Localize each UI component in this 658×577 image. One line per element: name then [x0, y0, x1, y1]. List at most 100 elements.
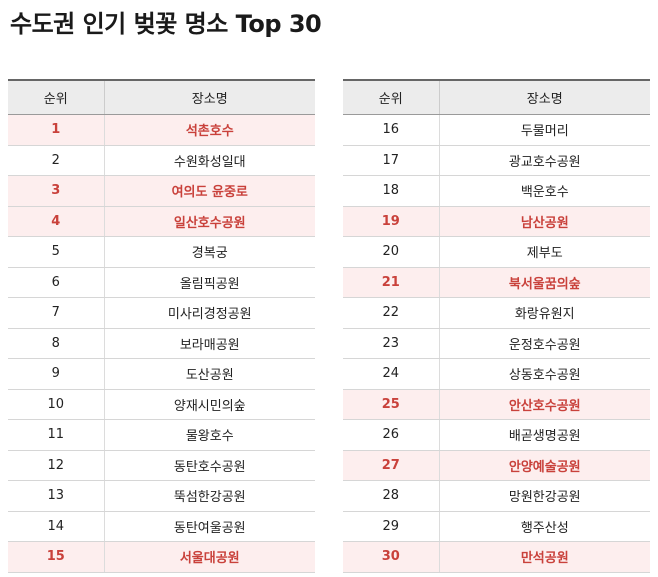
rank-cell: 7	[8, 297, 105, 329]
rank-cell: 22	[343, 297, 440, 329]
page-title: 수도권 인기 벚꽃 명소 Top 30	[10, 10, 322, 38]
table-row: 29 행주산성	[343, 511, 650, 542]
place-name-cell: 동탄호수공원	[104, 450, 315, 481]
rank-column-header: 순위	[8, 79, 105, 115]
table-row: 15 서울대공원	[8, 541, 315, 573]
place-name-cell: 미사리경정공원	[104, 297, 315, 329]
place-name-cell: 북서울꿈의숲	[439, 267, 650, 298]
table-header-row: 순위 장소명	[8, 79, 315, 115]
table-row: 2 수원화성일대	[8, 145, 315, 176]
table-row: 30 만석공원	[343, 541, 650, 573]
ranking-rows-right: 16 두물머리 17 광교호수공원 18 백운호수 19 남산공원 20 제부도 21 북서울꿈의숲 2…	[343, 114, 650, 573]
place-name-cell: 양재시민의숲	[104, 389, 315, 420]
rank-cell: 23	[343, 328, 440, 359]
place-name-cell: 만석공원	[439, 541, 650, 573]
table-row: 20 제부도	[343, 236, 650, 268]
rank-cell: 1	[8, 114, 105, 146]
place-name-cell: 광교호수공원	[439, 145, 650, 176]
table-row: 22 화랑유원지	[343, 297, 650, 329]
place-name-cell: 뚝섬한강공원	[104, 480, 315, 512]
place-name-cell: 망원한강공원	[439, 480, 650, 512]
rank-cell: 17	[343, 145, 440, 176]
place-name-cell: 수원화성일대	[104, 145, 315, 176]
place-name-cell: 여의도 윤중로	[104, 175, 315, 207]
rank-cell: 29	[343, 511, 440, 542]
table-row: 7 미사리경정공원	[8, 297, 315, 329]
place-name-cell: 안산호수공원	[439, 389, 650, 420]
place-name-cell: 두물머리	[439, 114, 650, 146]
table-row: 17 광교호수공원	[343, 145, 650, 176]
rank-cell: 9	[8, 358, 105, 390]
place-name-cell: 서울대공원	[104, 541, 315, 573]
rank-cell: 16	[343, 114, 440, 146]
rank-cell: 20	[343, 236, 440, 268]
table-row: 3 여의도 윤중로	[8, 175, 315, 207]
name-column-header: 장소명	[104, 79, 315, 115]
rank-cell: 30	[343, 541, 440, 573]
rank-cell: 3	[8, 175, 105, 207]
table-header-row: 순위 장소명	[343, 79, 650, 115]
table-row: 14 동탄여울공원	[8, 511, 315, 542]
rank-cell: 19	[343, 206, 440, 237]
table-row: 18 백운호수	[343, 175, 650, 207]
rank-cell: 2	[8, 145, 105, 176]
rank-cell: 6	[8, 267, 105, 298]
place-name-cell: 안양예술공원	[439, 450, 650, 481]
place-name-cell: 행주산성	[439, 511, 650, 542]
rank-cell: 26	[343, 419, 440, 451]
place-name-cell: 백운호수	[439, 175, 650, 207]
place-name-cell: 남산공원	[439, 206, 650, 237]
table-row: 9 도산공원	[8, 358, 315, 390]
ranking-table-right: 순위 장소명 16 두물머리 17 광교호수공원 18 백운호수 19 남산공원 20 제부도 21…	[343, 79, 650, 573]
table-row: 19 남산공원	[343, 206, 650, 237]
rank-cell: 27	[343, 450, 440, 481]
place-name-cell: 운정호수공원	[439, 328, 650, 359]
rank-cell: 4	[8, 206, 105, 237]
rank-cell: 25	[343, 389, 440, 420]
rank-cell: 8	[8, 328, 105, 359]
place-name-cell: 올림픽공원	[104, 267, 315, 298]
name-column-header: 장소명	[439, 79, 650, 115]
table-row: 13 뚝섬한강공원	[8, 480, 315, 512]
rank-column-header: 순위	[343, 79, 440, 115]
ranking-table-left: 순위 장소명 1 석촌호수 2 수원화성일대 3 여의도 윤중로 4 일산호수공원 5 경복궁 6 올…	[8, 79, 315, 573]
table-row: 1 석촌호수	[8, 114, 315, 146]
rank-cell: 28	[343, 480, 440, 512]
rank-cell: 24	[343, 358, 440, 390]
table-row: 16 두물머리	[343, 114, 650, 146]
place-name-cell: 보라매공원	[104, 328, 315, 359]
place-name-cell: 경복궁	[104, 236, 315, 268]
table-row: 6 올림픽공원	[8, 267, 315, 298]
place-name-cell: 제부도	[439, 236, 650, 268]
table-row: 27 안양예술공원	[343, 450, 650, 481]
place-name-cell: 일산호수공원	[104, 206, 315, 237]
table-row: 26 배곧생명공원	[343, 419, 650, 451]
table-row: 25 안산호수공원	[343, 389, 650, 420]
place-name-cell: 배곧생명공원	[439, 419, 650, 451]
table-row: 4 일산호수공원	[8, 206, 315, 237]
table-row: 5 경복궁	[8, 236, 315, 268]
ranking-rows-left: 1 석촌호수 2 수원화성일대 3 여의도 윤중로 4 일산호수공원 5 경복궁 6 올림픽공원 7 미사…	[8, 114, 315, 573]
table-row: 23 운정호수공원	[343, 328, 650, 359]
place-name-cell: 화랑유원지	[439, 297, 650, 329]
table-row: 10 양재시민의숲	[8, 389, 315, 420]
place-name-cell: 석촌호수	[104, 114, 315, 146]
place-name-cell: 도산공원	[104, 358, 315, 390]
rank-cell: 10	[8, 389, 105, 420]
rank-cell: 12	[8, 450, 105, 481]
place-name-cell: 동탄여울공원	[104, 511, 315, 542]
table-row: 21 북서울꿈의숲	[343, 267, 650, 298]
table-row: 28 망원한강공원	[343, 480, 650, 512]
table-row: 24 상동호수공원	[343, 358, 650, 390]
table-row: 11 물왕호수	[8, 419, 315, 451]
rank-cell: 18	[343, 175, 440, 207]
rank-cell: 21	[343, 267, 440, 298]
rank-cell: 14	[8, 511, 105, 542]
table-row: 12 동탄호수공원	[8, 450, 315, 481]
table-row: 8 보라매공원	[8, 328, 315, 359]
rank-cell: 13	[8, 480, 105, 512]
rank-cell: 11	[8, 419, 105, 451]
rank-cell: 5	[8, 236, 105, 268]
place-name-cell: 물왕호수	[104, 419, 315, 451]
place-name-cell: 상동호수공원	[439, 358, 650, 390]
